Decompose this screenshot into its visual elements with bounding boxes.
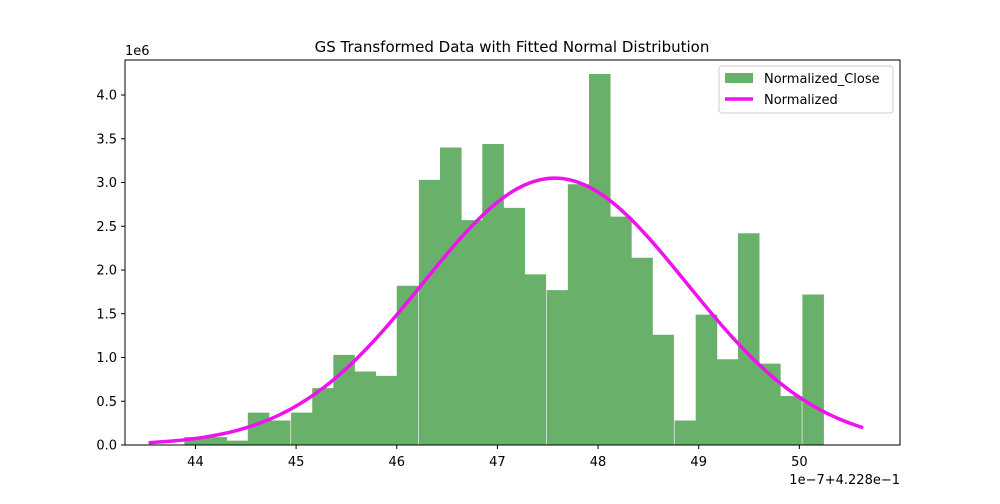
y-tick-label: 0.5 <box>96 395 117 410</box>
y-tick-label: 3.0 <box>96 176 117 191</box>
histogram-bar-14 <box>461 220 483 445</box>
histogram-bar-6 <box>291 412 313 446</box>
x-tick-label: 50 <box>791 455 808 470</box>
histogram-bar-19 <box>567 184 590 445</box>
histogram-bar-15 <box>482 144 504 445</box>
histogram-bar-21 <box>610 216 632 445</box>
histogram-bar-13 <box>440 147 462 445</box>
x-tick-label: 48 <box>590 455 607 470</box>
x-tick-label: 45 <box>288 455 305 470</box>
histogram-bar-4 <box>247 412 270 446</box>
histogram-bar-27 <box>737 233 760 445</box>
legend-label-normalized-close: Normalized_Close <box>764 72 880 87</box>
histogram-bar-29 <box>780 396 802 445</box>
histogram-bar-7 <box>312 388 334 446</box>
histogram-bar-5 <box>268 420 291 445</box>
y-tick-label: 0.0 <box>96 439 117 454</box>
histogram-bar-12 <box>418 179 441 445</box>
histogram-bar-3 <box>226 440 249 446</box>
histogram-bar-10 <box>375 375 398 446</box>
x-offset-label: 1e−7+4.228e−1 <box>789 473 900 488</box>
y-tick-label: 2.5 <box>96 220 117 235</box>
chart-title: GS Transformed Data with Fitted Normal D… <box>315 38 710 56</box>
x-tick-label: 49 <box>690 455 707 470</box>
histogram-bar-18 <box>546 290 569 446</box>
y-tick-label: 3.5 <box>96 132 117 147</box>
histogram-bar-16 <box>503 207 525 445</box>
x-tick-label: 46 <box>388 455 405 470</box>
y-tick-label: 4.0 <box>96 89 117 104</box>
y-tick-label: 1.5 <box>96 307 117 322</box>
legend-swatch-normalized-close <box>725 73 753 83</box>
histogram-bar-28 <box>759 363 781 446</box>
y-tick-label: 2.0 <box>96 264 117 279</box>
histogram-bar-9 <box>354 371 377 445</box>
x-tick-label: 44 <box>187 455 204 470</box>
histogram-bar-30 <box>802 294 824 445</box>
histogram-bar-23 <box>652 334 674 445</box>
legend-box <box>718 65 894 114</box>
y-tick-label: 1.0 <box>96 351 117 366</box>
histogram-bar-2 <box>205 437 228 446</box>
histogram-bar-17 <box>524 274 547 446</box>
histogram-bar-11 <box>396 285 419 445</box>
histogram-bar-26 <box>716 359 739 445</box>
plot-frame <box>124 59 901 446</box>
y-axis-ticks: 0.0 0.5 1.0 1.5 2.0 2.5 3.0 3.5 4.0 <box>96 89 125 454</box>
legend: Normalized_Close Normalized <box>718 65 894 114</box>
normal-fit-curve <box>148 176 864 445</box>
histogram-bar-22 <box>631 257 653 445</box>
normal-curve-layer <box>148 176 864 445</box>
x-axis-ticks: 44 45 46 47 48 49 50 <box>187 445 808 470</box>
legend-label-normalized: Normalized <box>764 93 838 108</box>
histogram-bar-1 <box>184 437 206 446</box>
histogram-bar-24 <box>674 420 697 445</box>
histogram-bar-20 <box>588 74 611 445</box>
y-scale-label: 1e6 <box>125 44 150 59</box>
x-tick-label: 47 <box>489 455 506 470</box>
histogram-bar-25 <box>695 314 718 446</box>
